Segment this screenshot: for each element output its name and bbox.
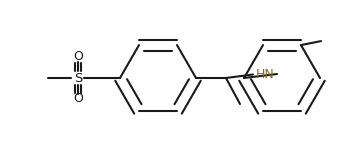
Text: O: O — [73, 93, 83, 106]
Text: O: O — [73, 51, 83, 64]
Text: HN: HN — [256, 67, 275, 80]
Text: S: S — [74, 71, 82, 84]
